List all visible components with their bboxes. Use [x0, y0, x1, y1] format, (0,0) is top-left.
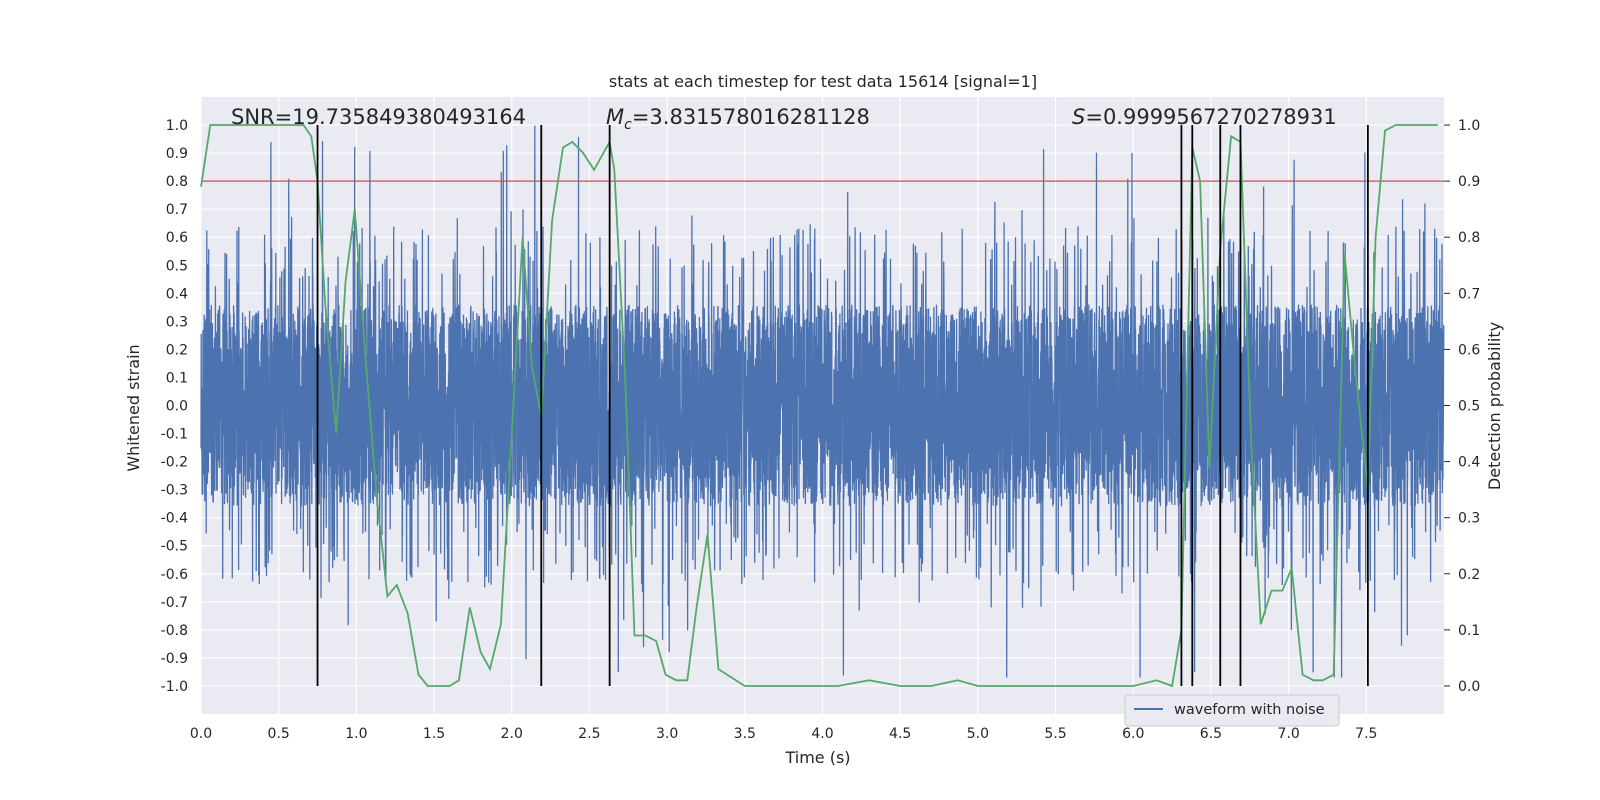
y-tick-label-left: -0.4 — [161, 511, 188, 527]
y-tick-label-left: 0.2 — [166, 342, 188, 358]
x-tick-label: 2.5 — [578, 726, 600, 742]
y-tick-label-left: -0.8 — [161, 623, 188, 639]
x-tick-label: 5.5 — [1044, 726, 1066, 742]
x-tick-label: 2.0 — [501, 726, 523, 742]
chirp-mass-annotation: Mc=3.831578016281128 — [606, 105, 870, 133]
y-tick-label-right: 0.7 — [1458, 286, 1480, 302]
x-tick-label: 7.5 — [1355, 726, 1377, 742]
x-tick-label: 7.0 — [1277, 726, 1299, 742]
y-axis-label-right: Detection probability — [1485, 322, 1504, 490]
y-tick-label-left: 0.6 — [166, 230, 188, 246]
y-tick-label-left: -1.0 — [161, 679, 188, 695]
x-tick-label: 3.0 — [656, 726, 678, 742]
x-tick-label: 4.0 — [811, 726, 833, 742]
waveform-series — [200, 125, 1445, 678]
detection-probability-line — [200, 124, 1438, 688]
y-tick-label-right: 0.3 — [1458, 511, 1480, 527]
y-tick-label-right: 0.0 — [1458, 679, 1480, 695]
y-tick-label-right: 0.9 — [1458, 174, 1480, 190]
waveform-line — [200, 125, 1445, 678]
y-tick-label-left: 0.0 — [166, 399, 188, 415]
x-axis-label: Time (s) — [784, 748, 850, 767]
y-tick-label-right: 0.1 — [1458, 623, 1480, 639]
y-tick-label-left: 0.5 — [166, 258, 188, 274]
detection-statistic-annotation: S=0.9999567270278931 — [1072, 105, 1337, 129]
y-tick-label-left: -0.3 — [161, 483, 188, 499]
x-tick-label: 1.0 — [345, 726, 367, 742]
legend-waveform-label: waveform with noise — [1174, 702, 1325, 718]
snr-annotation: SNR=19.735849380493164 — [231, 105, 526, 129]
y-tick-label-left: -0.2 — [161, 455, 188, 471]
y-tick-label-left: -0.6 — [161, 567, 188, 583]
axes: 0.0 0.5 1.0 1.5 2.0 2.5 3.0 3.5 4.0 4.5 5.0 5.5 6.0 6… — [161, 118, 1481, 742]
y-tick-label-left: 0.4 — [166, 286, 188, 302]
y-tick-label-left: -0.5 — [161, 539, 188, 555]
y-tick-label-left: 0.9 — [166, 146, 188, 162]
x-tick-label: 1.5 — [423, 726, 445, 742]
x-tick-label: 0.5 — [268, 726, 290, 742]
x-tick-label: 5.0 — [967, 726, 989, 742]
probability-series — [200, 124, 1444, 688]
y-tick-label-left: -0.1 — [161, 427, 188, 443]
y-tick-label-right: 1.0 — [1458, 118, 1480, 134]
y-tick-label-left: 0.7 — [166, 202, 188, 218]
y-tick-label-left: 1.0 — [166, 118, 188, 134]
x-tick-label: 0.0 — [190, 726, 212, 742]
y-tick-label-left: 0.1 — [166, 370, 188, 386]
x-tick-label: 3.5 — [734, 726, 756, 742]
x-tick-label: 6.0 — [1122, 726, 1144, 742]
legend-box — [1124, 694, 1340, 727]
chart-title: stats at each timestep for test data 156… — [609, 72, 1037, 91]
y-tick-label-left: -0.9 — [161, 651, 188, 667]
y-tick-label-left: 0.3 — [166, 314, 188, 330]
y-tick-label-right: 0.5 — [1458, 399, 1480, 415]
vertical-markers — [316, 125, 1369, 686]
y-tick-label-right: 0.6 — [1458, 342, 1480, 358]
y-tick-label-left: 0.8 — [166, 174, 188, 190]
y-axis-label-left: Whitened strain — [124, 344, 143, 471]
y-tick-label-left: -0.7 — [161, 595, 188, 611]
legend: waveform with noise — [1124, 694, 1340, 727]
y-tick-label-right: 0.8 — [1458, 230, 1480, 246]
x-tick-label: 4.5 — [889, 726, 911, 742]
x-tick-label: 6.5 — [1200, 726, 1222, 742]
y-tick-label-right: 0.2 — [1458, 567, 1480, 583]
y-tick-label-right: 0.4 — [1458, 455, 1480, 471]
